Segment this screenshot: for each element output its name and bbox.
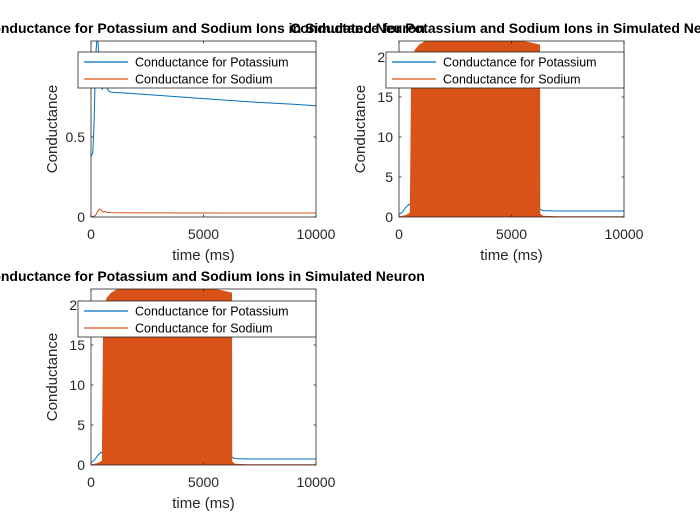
- y-tick-label: 15: [377, 89, 393, 105]
- series-sodium-1: [91, 208, 316, 217]
- y-tick-label: 0: [77, 209, 85, 225]
- chart-title: Conductance for Potassium and Sodium Ion…: [0, 20, 425, 36]
- x-tick-label: 5000: [188, 226, 219, 242]
- chart-title: Conductance for Potassium and Sodium Ion…: [290, 20, 700, 36]
- x-tick-label: 0: [87, 226, 95, 242]
- y-tick-label: 0.5: [66, 129, 86, 145]
- x-axis-label: time (ms): [172, 495, 235, 512]
- x-tick-label: 10000: [297, 226, 336, 242]
- x-tick-label: 10000: [605, 226, 644, 242]
- subplot-1: 0 5000 10000 0 0.5 time (ms) Conductance Conduc…: [0, 20, 425, 264]
- y-tick-label: 15: [69, 337, 85, 353]
- x-tick-label: 10000: [297, 474, 336, 490]
- y-tick-label: 10: [69, 377, 85, 393]
- legend-entry: Conductance for Sodium: [443, 73, 581, 87]
- legend-entry: Conductance for Potassium: [135, 305, 289, 319]
- legend-entry: Conductance for Sodium: [135, 322, 273, 336]
- x-tick-label: 5000: [188, 474, 219, 490]
- legend-box: [385, 51, 625, 89]
- legend-entry: Conductance for Sodium: [135, 73, 273, 87]
- y-tick-label: 5: [385, 169, 393, 185]
- y-tick-label: 5: [77, 417, 85, 433]
- y-tick-label: 10: [377, 129, 393, 145]
- legend-box: [77, 300, 317, 338]
- legend: Conductance for Potassium Conductance for…: [385, 51, 625, 89]
- x-axis-label: time (ms): [480, 247, 543, 264]
- x-axis-label: time (ms): [172, 247, 235, 264]
- legend-entry: Conductance for Potassium: [135, 56, 289, 70]
- x-tick-label: 5000: [496, 226, 527, 242]
- x-tick-label: 0: [87, 474, 95, 490]
- y-axis-label: Conductance: [44, 333, 61, 421]
- y-tick-label: 0: [385, 209, 393, 225]
- y-axis-label: Conductance: [352, 85, 369, 173]
- y-axis-label: Conductance: [44, 85, 61, 173]
- chart-title: Conductance for Potassium and Sodium Ion…: [0, 268, 425, 284]
- x-tick-label: 0: [395, 226, 403, 242]
- legend: Conductance for Potassium Conductance for…: [77, 300, 317, 338]
- legend-box: [77, 51, 317, 89]
- y-tick-label: 0: [77, 457, 85, 473]
- legend: Conductance for Potassium Conductance for…: [77, 51, 317, 89]
- legend-entry: Conductance for Potassium: [443, 56, 597, 70]
